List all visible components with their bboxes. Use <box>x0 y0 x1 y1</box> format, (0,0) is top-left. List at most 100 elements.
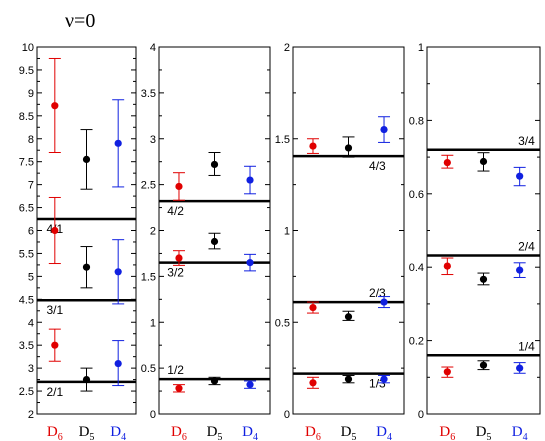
reference-line-label: 1/2 <box>167 363 184 377</box>
data-point <box>246 381 254 389</box>
panel-2: 0 0.5 1 1.5 2 2.5 3 3.5 4 4/2 3/2 1/2 D6 D5 D4 <box>141 42 271 441</box>
y-tick-label: 3.5 <box>19 340 34 352</box>
data-point <box>516 364 524 372</box>
data-point <box>51 341 59 349</box>
data-point <box>344 313 353 321</box>
y-tick-label: 4.5 <box>19 294 34 306</box>
data-point <box>344 375 353 383</box>
data-point <box>175 384 183 392</box>
category-label: D4 <box>376 424 392 441</box>
y-tick-label: 2 <box>28 409 34 421</box>
reference-line-label: 2/3 <box>369 286 386 300</box>
data-point <box>380 298 388 306</box>
data-point <box>479 275 488 283</box>
y-tick-label: 8.5 <box>19 111 34 123</box>
reference-line-label: 2/1 <box>46 385 63 399</box>
category-label: D5 <box>341 424 357 441</box>
category-label: D4 <box>512 424 528 441</box>
data-point <box>344 144 353 152</box>
category-label: D6 <box>439 424 455 441</box>
y-tick-label: 2 <box>150 226 156 238</box>
y-tick-label: 4 <box>28 317 34 329</box>
data-point <box>516 172 524 180</box>
data-point <box>380 125 388 134</box>
y-tick-label: 9 <box>28 88 34 100</box>
y-tick-label: 7.5 <box>19 157 34 169</box>
reference-line-label: 4/3 <box>369 159 386 173</box>
reference-line-label: 3/1 <box>46 303 63 317</box>
y-tick-label: 0.4 <box>409 262 424 274</box>
data-point <box>175 254 183 262</box>
reference-line-label: 3/2 <box>167 266 184 280</box>
category-label: D5 <box>79 424 95 441</box>
data-point <box>51 226 59 235</box>
y-tick-label: 2.5 <box>19 386 34 398</box>
y-tick-label: 2 <box>284 42 290 54</box>
y-tick-label: 6.5 <box>19 203 34 215</box>
data-point <box>114 139 122 147</box>
y-tick-label: 5.5 <box>19 248 34 260</box>
category-label: D6 <box>305 424 321 441</box>
data-point <box>114 359 122 368</box>
y-tick-label: 1.5 <box>275 134 290 146</box>
y-tick-label: 1 <box>418 42 424 54</box>
reference-line-label: 3/4 <box>518 134 535 148</box>
data-point <box>443 368 451 376</box>
category-label: D5 <box>476 424 492 441</box>
data-point <box>210 377 219 385</box>
data-point <box>309 142 317 150</box>
panel-3: 00.511.524/32/31/3D6 D5 D4 <box>275 42 405 441</box>
y-tick-label: 3 <box>28 363 34 375</box>
data-point <box>443 159 451 167</box>
y-tick-label: 0 <box>284 409 290 421</box>
category-label: D6 <box>171 424 187 441</box>
y-tick-label: 0.6 <box>409 189 424 201</box>
data-point <box>114 268 122 276</box>
plot-frame <box>292 46 405 415</box>
y-tick-label: 3 <box>150 134 156 146</box>
y-tick-label: 1 <box>284 226 290 238</box>
y-tick-label: 8 <box>28 134 34 146</box>
y-tick-label: 9.5 <box>19 65 34 77</box>
y-tick-label: 0.5 <box>141 363 156 375</box>
y-tick-label: 0.2 <box>409 336 424 348</box>
data-point <box>175 182 183 191</box>
plot-frame <box>426 46 541 415</box>
data-point <box>479 361 488 369</box>
y-tick-label: 0 <box>150 409 156 421</box>
data-point <box>479 157 488 166</box>
plot-frame <box>158 46 271 415</box>
y-tick-label: 3.5 <box>141 88 156 100</box>
data-point <box>82 263 91 271</box>
y-tick-label: 0 <box>418 409 424 421</box>
category-label: D6 <box>47 424 63 441</box>
y-tick-label: 6 <box>28 226 34 238</box>
y-tick-label: 10 <box>22 42 34 54</box>
category-label: D4 <box>242 424 258 441</box>
data-point <box>246 259 254 267</box>
reference-line-label: 1/4 <box>518 339 535 353</box>
y-tick-label: 1 <box>150 317 156 329</box>
data-point <box>516 266 524 274</box>
data-point <box>309 303 317 312</box>
data-point <box>246 176 254 184</box>
y-tick-label: 0.5 <box>275 317 290 329</box>
data-point <box>51 102 59 110</box>
panel-1: 22.533.544.555.566.577.588.599.5104/13/1… <box>19 42 137 441</box>
reference-line-label: 2/4 <box>518 239 535 253</box>
data-point <box>82 375 91 384</box>
panel-4: 0 0.2 0.4 0.6 0.8 1 3/4 2/4 1/4 D6 D5 D4 <box>409 42 541 441</box>
data-point <box>380 375 388 383</box>
data-point <box>309 379 317 387</box>
y-tick-label: 7 <box>28 180 34 192</box>
chart-title: ν=0 <box>65 10 95 32</box>
data-point <box>210 237 219 246</box>
category-label: D5 <box>207 424 223 441</box>
data-point <box>82 155 91 163</box>
y-tick-label: 4 <box>150 42 156 54</box>
y-tick-label: 1.5 <box>141 271 156 283</box>
y-tick-label: 0.8 <box>409 115 424 127</box>
data-point <box>210 160 219 169</box>
data-point <box>443 262 451 270</box>
